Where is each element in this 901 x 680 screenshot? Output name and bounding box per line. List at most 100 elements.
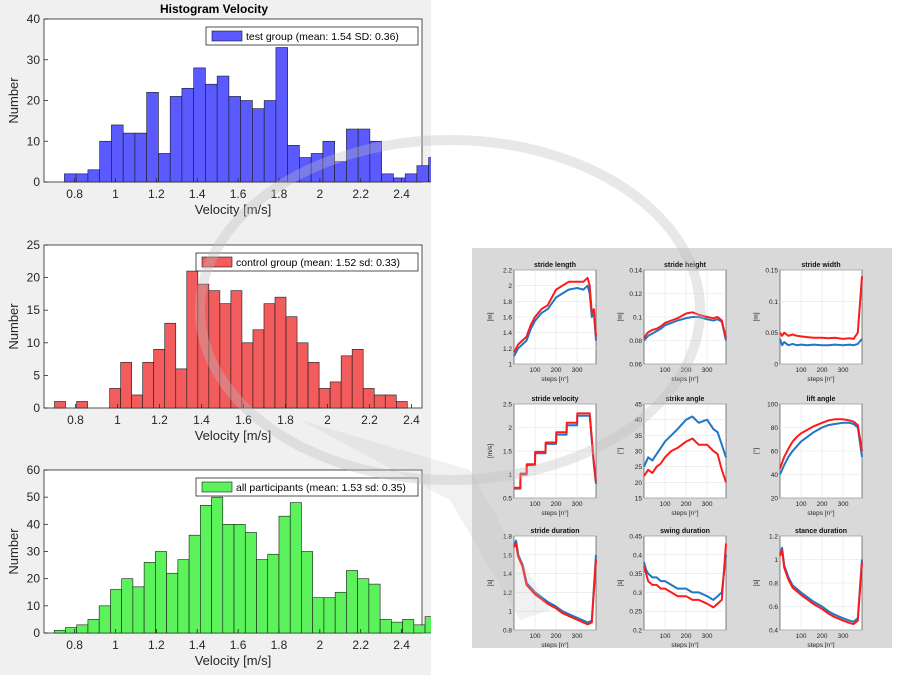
y-tick-label: 0.8 [503, 628, 512, 635]
x-tick-label: 100 [530, 367, 541, 374]
x-tick-label: 1.2 [148, 638, 165, 652]
x-tick-label: 1.4 [189, 187, 206, 201]
histogram-bar [368, 583, 381, 634]
y-tick-label: 0.2 [633, 628, 642, 635]
y-tick-label: 20 [635, 480, 643, 487]
y-tick-label: 0.6 [769, 604, 778, 611]
histogram-bar [334, 591, 347, 634]
histogram-bar [322, 140, 335, 183]
histogram-bar [413, 624, 426, 634]
histogram-bar [275, 47, 288, 183]
histogram-bar [53, 629, 66, 634]
y-tick-label: 40 [635, 417, 643, 424]
y-tick-label: 0.8 [769, 581, 778, 588]
x-axis-label: steps [n°] [807, 375, 834, 383]
x-axis-label: steps [n°] [541, 509, 568, 517]
histogram-bar [155, 551, 167, 634]
x-tick-label: 200 [551, 501, 562, 508]
histogram-bar [373, 394, 386, 409]
red-series-line [513, 542, 597, 626]
subplot-title: lift angle [807, 396, 836, 403]
y-tick-label: 0 [774, 362, 778, 369]
subplot-title: strike angle [666, 396, 705, 403]
y-tick-label: 15 [635, 496, 643, 503]
histogram-bar [143, 562, 156, 634]
subplot-title: stride height [664, 262, 707, 269]
y-tick-label: 0.4 [769, 628, 778, 635]
x-tick-label: 0.8 [67, 413, 84, 427]
histogram-bar [99, 140, 112, 183]
x-tick-label: 300 [572, 501, 583, 508]
x-tick-label: 2 [316, 638, 323, 652]
histogram-bar [216, 75, 230, 183]
x-tick-label: 2.2 [352, 187, 369, 201]
histogram-bar [121, 578, 134, 634]
x-tick-label: 200 [817, 501, 828, 508]
y-tick-label: 1.5 [503, 449, 512, 456]
histogram-bar [142, 362, 155, 409]
x-tick-label: 300 [702, 633, 713, 640]
x-tick-label: 300 [838, 367, 849, 374]
y-tick-label: 1.4 [503, 571, 512, 578]
y-axis-label: [s] [617, 579, 624, 586]
stance-duration-plot: 100 200 300 0.4 0.6 0.8 1 1.2 stance duration ste… [753, 528, 863, 649]
histogram-bar [312, 597, 325, 634]
histogram-bar [122, 132, 136, 183]
y-tick-label: 0.1 [633, 315, 642, 322]
histogram-bar [334, 161, 347, 183]
y-tick-label: 0.3 [633, 590, 642, 597]
histogram-bar [391, 621, 403, 634]
red-series-line [643, 543, 727, 609]
plot-area [643, 535, 727, 631]
histogram-bar [318, 388, 331, 409]
y-axis-label: [°] [752, 448, 760, 454]
x-tick-label: 200 [817, 633, 828, 640]
y-tick-label: 40 [27, 12, 41, 26]
swing-duration-plot: 100 200 300 0.2 0.25 0.3 0.35 0.4 0.45 swing dura… [617, 528, 727, 649]
histogram-bar [208, 290, 221, 409]
y-axis-label: [m] [753, 312, 760, 321]
histogram-bar [241, 342, 254, 409]
histogram-bar [263, 303, 276, 409]
y-tick-label: 80 [771, 425, 779, 432]
y-tick-label: 1 [508, 609, 512, 616]
y-tick-label: 0.15 [765, 268, 778, 275]
y-axis-label: Number [6, 77, 21, 124]
y-tick-label: 1 [774, 557, 778, 564]
legend-box [195, 252, 419, 272]
histogram-bar [132, 586, 145, 634]
y-tick-label: 60 [27, 463, 41, 477]
subplot-title: stride length [534, 262, 576, 269]
histogram-bar [186, 270, 199, 409]
subplot-title: swing duration [660, 528, 710, 535]
y-tick-label: 2.5 [503, 402, 512, 409]
y-tick-label: 0 [33, 401, 40, 415]
x-axis-label: steps [n°] [671, 375, 698, 383]
histogram-bar [256, 559, 269, 634]
y-tick-label: 100 [767, 402, 778, 409]
histogram-bar [164, 322, 177, 409]
y-tick-label: 60 [771, 449, 779, 456]
red-series-line [779, 418, 863, 469]
y-tick-label: 0 [33, 626, 40, 640]
histogram-bar [205, 83, 218, 183]
histogram-bar [357, 578, 370, 634]
subplot-title: stride width [801, 262, 840, 269]
histogram-bar [177, 559, 190, 634]
histogram-bar [131, 394, 144, 409]
x-tick-label: 100 [530, 633, 541, 640]
histogram-bar [301, 551, 313, 634]
y-tick-label: 2 [508, 283, 512, 290]
histogram-bar [289, 502, 302, 634]
x-tick-label: 1.6 [230, 187, 247, 201]
histogram-bar [379, 619, 392, 634]
histogram-bar [146, 92, 159, 183]
stride-length-plot: 100 200 300 1 1.2 1.4 1.6 1.8 2 2.2 stride length s… [487, 262, 597, 383]
red-series-line [779, 549, 863, 626]
red-series-line [514, 412, 597, 489]
y-tick-label: 1.8 [503, 299, 512, 306]
y-tick-label: 50 [27, 490, 41, 504]
x-tick-label: 100 [660, 501, 671, 508]
x-tick-label: 1.2 [151, 413, 168, 427]
y-tick-label: 30 [27, 53, 41, 67]
